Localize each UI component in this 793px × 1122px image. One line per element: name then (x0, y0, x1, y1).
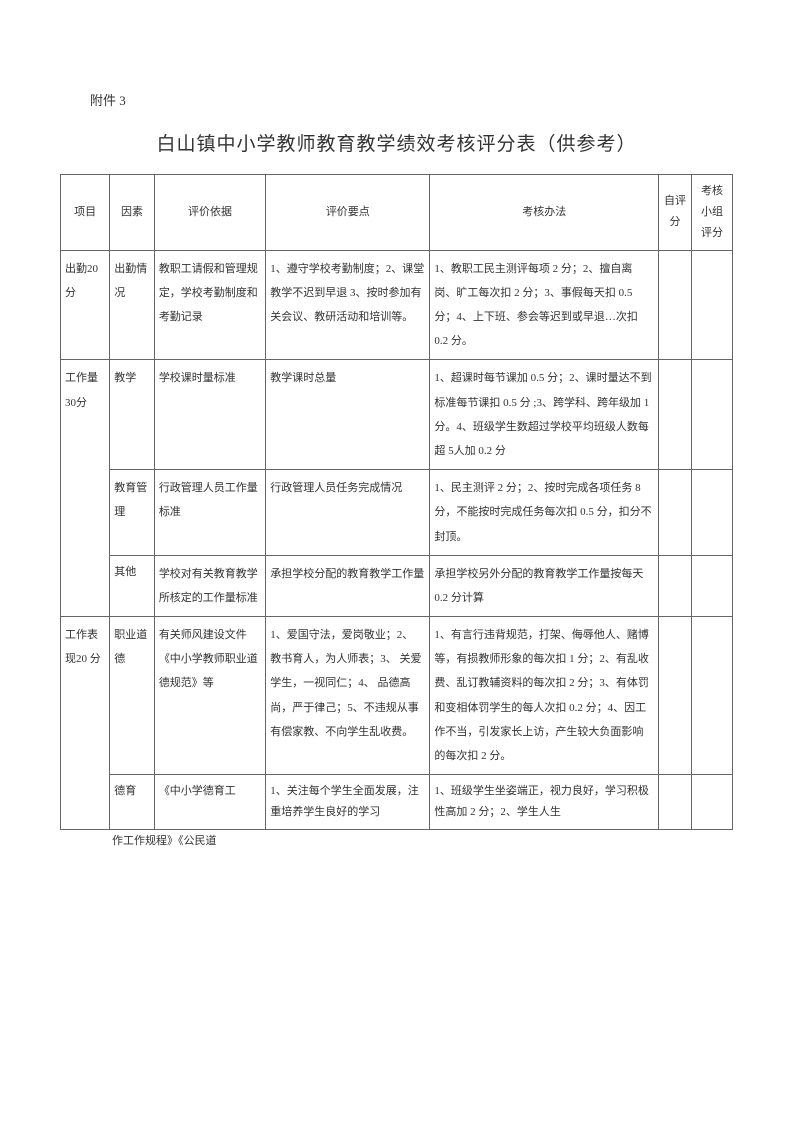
footer-text: 作工作规程》《公民道 (112, 832, 733, 848)
evaluation-table: 项目 因素 评价依据 评价要点 考核办法 自评分 考核小组评分 出勤20 分 出… (60, 174, 733, 830)
cell-method: 1、超课时每节课加 0.5 分；2、课时量达不到标准每节课扣 0.5 分 ;3、… (430, 360, 659, 470)
cell-points: 1、遵守学校考勤制度；2、课堂教学不迟到早退 3、按时参加有关会议、教研活动和培… (266, 250, 430, 360)
header-self: 自评分 (659, 175, 692, 251)
page-title: 白山镇中小学教师教育教学绩效考核评分表（供参考） (60, 129, 733, 156)
cell-factor: 职业道德 (110, 617, 155, 775)
table-row: 工作量30分 教学 学校课时量标准 教学课时总量 1、超课时每节课加 0.5 分… (61, 360, 733, 470)
cell-method: 1、有言行违背规范，打架、侮辱他人、赌博等，有损教师形象的每次扣 1 分；2、有… (430, 617, 659, 775)
attachment-label: 附件 3 (90, 90, 733, 109)
cell-points: 1、关注每个学生全面发展，注重培养学生良好的学习 (266, 775, 430, 830)
cell-points: 教学课时总量 (266, 360, 430, 470)
cell-factor: 其他 (110, 555, 155, 616)
table-row: 出勤20 分 出勤情况 教职工请假和管理规定，学校考勤制度和考勤记录 1、遵守学… (61, 250, 733, 360)
cell-self (659, 250, 692, 360)
cell-method: 1、教职工民主测评每项 2 分；2、擅自离岗、旷工每次扣 2 分；3、事假每天扣… (430, 250, 659, 360)
header-group: 考核小组评分 (691, 175, 732, 251)
cell-self (659, 360, 692, 470)
cell-group (691, 250, 732, 360)
cell-basis: 学校对有关教育教学所核定的工作量标准 (154, 555, 265, 616)
cell-group (691, 555, 732, 616)
table-row: 教育管理 行政管理人员工作量标准 行政管理人员任务完成情况 1、民主测评 2 分… (61, 470, 733, 556)
table-row: 德育 《中小学德育工 1、关注每个学生全面发展，注重培养学生良好的学习 1、班级… (61, 775, 733, 830)
cell-method: 1、民主测评 2 分；2、按时完成各项任务 8 分，不能按时完成任务每次扣 0.… (430, 470, 659, 556)
cell-basis: 行政管理人员工作量标准 (154, 470, 265, 556)
cell-factor: 德育 (110, 775, 155, 830)
cell-self (659, 555, 692, 616)
cell-basis: 教职工请假和管理规定，学校考勤制度和考勤记录 (154, 250, 265, 360)
cell-basis: 有关师风建设文件《中小学教师职业道德规范》等 (154, 617, 265, 775)
header-row: 项目 因素 评价依据 评价要点 考核办法 自评分 考核小组评分 (61, 175, 733, 251)
cell-factor: 出勤情况 (110, 250, 155, 360)
header-points: 评价要点 (266, 175, 430, 251)
cell-group (691, 617, 732, 775)
cell-factor: 教学 (110, 360, 155, 470)
cell-basis: 《中小学德育工 (154, 775, 265, 830)
cell-basis: 学校课时量标准 (154, 360, 265, 470)
cell-group (691, 470, 732, 556)
cell-method: 承担学校另外分配的教育教学工作量按每天 0.2 分计算 (430, 555, 659, 616)
table-row: 工作表现20 分 职业道德 有关师风建设文件《中小学教师职业道德规范》等 1、爱… (61, 617, 733, 775)
cell-points: 1、爱国守法，爱岗敬业；2、 教书育人，为人师表；3、 关爱学生，一视同仁；4、… (266, 617, 430, 775)
cell-project: 工作量30分 (61, 360, 110, 617)
cell-project: 工作表现20 分 (61, 617, 110, 830)
cell-factor: 教育管理 (110, 470, 155, 556)
cell-points: 承担学校分配的教育教学工作量 (266, 555, 430, 616)
header-basis: 评价依据 (154, 175, 265, 251)
cell-points: 行政管理人员任务完成情况 (266, 470, 430, 556)
cell-self (659, 775, 692, 830)
cell-self (659, 470, 692, 556)
cell-group (691, 360, 732, 470)
cell-method: 1、班级学生坐姿端正，视力良好，学习积极性高加 2 分；2、学生人生 (430, 775, 659, 830)
cell-self (659, 617, 692, 775)
header-factor: 因素 (110, 175, 155, 251)
header-method: 考核办法 (430, 175, 659, 251)
cell-group (691, 775, 732, 830)
header-project: 项目 (61, 175, 110, 251)
table-row: 其他 学校对有关教育教学所核定的工作量标准 承担学校分配的教育教学工作量 承担学… (61, 555, 733, 616)
cell-project: 出勤20 分 (61, 250, 110, 360)
